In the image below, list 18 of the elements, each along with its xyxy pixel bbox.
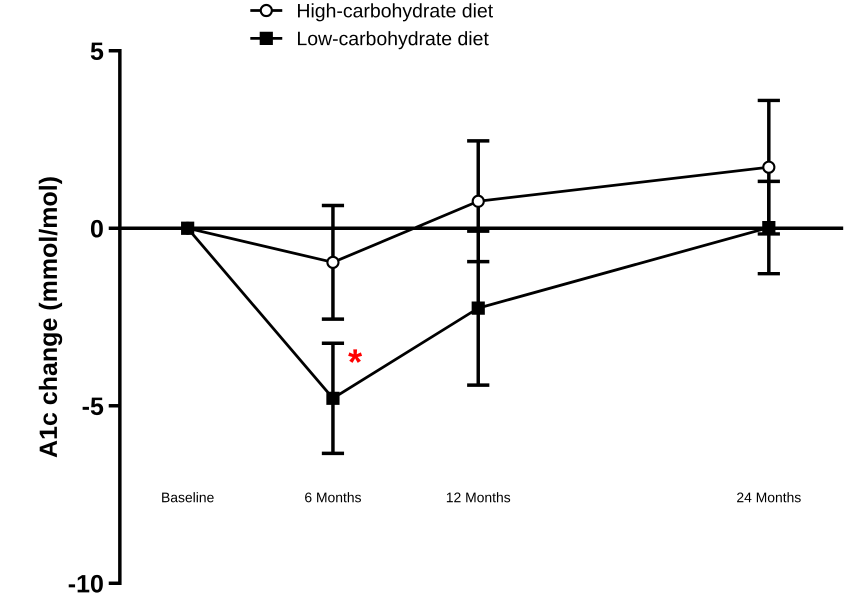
legend-label: Low-carbohydrate diet — [298, 31, 489, 50]
point — [326, 256, 340, 269]
x-tick-label: 24 Months — [737, 492, 801, 502]
x-tick-label: 12 Months — [446, 492, 510, 502]
point — [762, 220, 776, 234]
x-tick-label: Baseline — [162, 492, 214, 502]
y-tick-label: 5 — [90, 42, 104, 60]
y-tick-label: -5 — [82, 398, 104, 416]
y-tick-label: -10 — [68, 574, 103, 593]
point — [762, 160, 776, 174]
point — [472, 194, 485, 208]
point — [472, 302, 485, 315]
x-tick-label: 6 Months — [305, 492, 362, 502]
legend-label: High-carbohydrate diet — [298, 3, 493, 22]
y-axis-title: A1c change (mmol/mol) — [38, 177, 62, 458]
point — [326, 392, 340, 405]
annotation: * — [348, 349, 362, 363]
y-tick-label: 0 — [90, 220, 103, 238]
